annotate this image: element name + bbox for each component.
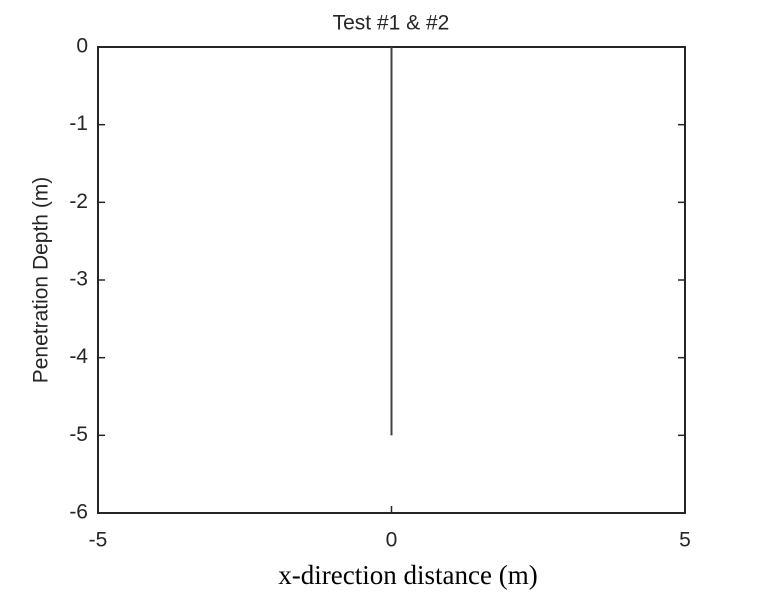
x-tick-label: 0 xyxy=(386,529,398,552)
y-tick-label: -1 xyxy=(69,112,88,135)
y-tick-label: -6 xyxy=(69,501,88,524)
y-axis-label: Penetration Depth (m) xyxy=(30,177,53,384)
y-tick-label: -3 xyxy=(69,268,88,291)
x-axis-label: x-direction distance (m) xyxy=(278,560,537,590)
chart-title: Test #1 & #2 xyxy=(333,12,450,35)
y-tick-label: -5 xyxy=(69,423,88,446)
y-tick-label: -4 xyxy=(69,345,88,368)
x-tick-label: -5 xyxy=(89,529,108,552)
y-tick-label: 0 xyxy=(76,35,88,58)
y-tick-label: -2 xyxy=(69,190,88,213)
x-tick-label: 5 xyxy=(679,529,691,552)
